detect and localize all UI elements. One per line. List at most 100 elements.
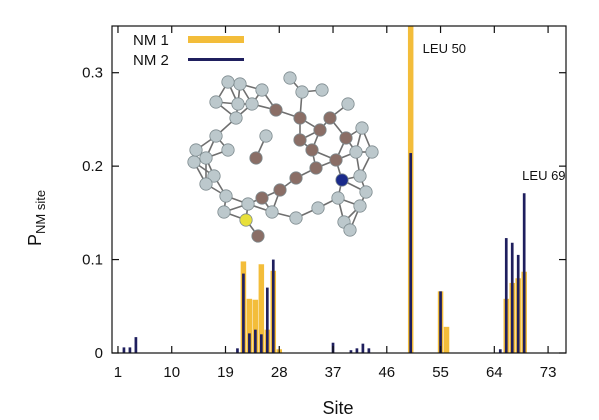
bar-nm2-site-42 <box>361 343 365 353</box>
molecule-atom <box>221 143 235 157</box>
molecule-atom <box>283 71 297 85</box>
molecule-atom <box>331 191 345 205</box>
molecule-atom <box>217 205 231 219</box>
molecule-atom <box>259 129 273 143</box>
bar-nm2-site-67 <box>510 242 514 353</box>
legend-label-nm2: NM 2 <box>133 52 169 69</box>
molecule-atom <box>273 183 287 197</box>
molecule-atom <box>233 77 247 91</box>
molecule-atom <box>255 191 269 205</box>
molecule-atom <box>231 97 245 111</box>
molecule-atom <box>293 133 307 147</box>
y-axis-title: PNM site <box>25 190 48 246</box>
molecule-atom <box>341 97 355 111</box>
x-tick-label-55: 55 <box>432 364 449 381</box>
y-tick-label-0: 0 <box>95 345 103 362</box>
y-tick-label-1: 0.1 <box>82 252 103 269</box>
molecule-atom <box>245 97 259 111</box>
molecule-atom <box>293 111 307 125</box>
molecule-atom <box>255 83 269 97</box>
molecule-atom <box>353 169 367 183</box>
x-tick-label-46: 46 <box>378 364 395 381</box>
bar-nm2-site-41 <box>355 348 359 353</box>
bar-nm2-site-3 <box>128 347 132 353</box>
molecule-atom <box>199 151 213 165</box>
x-tick-label-19: 19 <box>217 364 234 381</box>
bar-nm1-site-23 <box>246 298 253 353</box>
molecule-atom <box>219 189 233 203</box>
molecule-atom <box>199 177 213 191</box>
legend-swatch-nm1 <box>188 36 244 43</box>
x-axis-ticks: 1 10 19 28 37 46 55 64 73 <box>114 26 557 381</box>
legend-label-nm1: NM 1 <box>133 32 169 49</box>
molecule-atom <box>241 197 255 211</box>
svg-text:PNM site: PNM site <box>25 190 48 246</box>
x-tick-label-73: 73 <box>540 364 557 381</box>
plot-frame <box>111 25 567 354</box>
molecule-atom <box>209 95 223 109</box>
x-axis-title: Site <box>322 398 353 418</box>
y-tick-label-2: 0.2 <box>82 158 103 175</box>
legend-swatch-nm2 <box>188 58 244 61</box>
molecule-atom <box>289 171 303 185</box>
bar-nm2-site-40 <box>349 350 353 353</box>
molecule-atom <box>295 85 309 99</box>
bar-nm1-site-56 <box>443 326 450 353</box>
molecule-atom <box>323 111 337 125</box>
molecule-atom <box>365 145 379 159</box>
molecule-atom <box>339 131 353 145</box>
legend: NM 1 NM 2 <box>133 32 244 69</box>
molecule-atom <box>353 199 367 213</box>
y-tick-label-3: 0.3 <box>82 65 103 82</box>
molecule-atom <box>239 213 253 227</box>
bar-nm1-site-24 <box>252 299 259 353</box>
molecule-atom <box>229 111 243 125</box>
bar-nm2-site-22 <box>242 273 245 353</box>
bar-nm2-site-55 <box>439 291 442 353</box>
x-tick-label-28: 28 <box>271 364 288 381</box>
bar-nm2-site-24 <box>254 329 257 353</box>
y-axis-title-main: P <box>25 234 45 246</box>
molecule-inset <box>187 71 379 243</box>
molecule-atom <box>329 153 343 167</box>
x-tick-label-10: 10 <box>163 364 180 381</box>
bar-nm2-site-2 <box>122 347 126 353</box>
annotation-leu50: LEU 50 <box>423 41 466 56</box>
x-tick-label-1: 1 <box>114 364 122 381</box>
molecule-atom <box>189 143 203 157</box>
bar-nm2-site-4 <box>134 337 138 353</box>
bar-nm2-site-21 <box>236 348 239 353</box>
molecule-atom <box>349 145 363 159</box>
molecule-atom <box>221 75 235 89</box>
molecule-atom <box>309 161 323 175</box>
bar-nm2-site-27 <box>271 259 275 353</box>
bar-nm2-site-23 <box>248 333 251 353</box>
molecule-atom <box>305 143 319 157</box>
bar-nm1-site-25 <box>258 264 265 353</box>
molecule-atom <box>251 229 265 243</box>
x-tick-label-37: 37 <box>325 364 342 381</box>
bar-nm2-site-25 <box>259 334 263 353</box>
bar-nm2-site-69 <box>522 193 526 353</box>
bar-nm2-site-68 <box>516 254 520 353</box>
molecule-atom <box>313 123 327 137</box>
y-axis-title-sub: NM site <box>33 190 48 234</box>
molecule-atom <box>249 151 263 165</box>
bar-nm2-site-43 <box>367 348 371 353</box>
molecule-atom <box>311 201 325 215</box>
x-tick-label-64: 64 <box>486 364 503 381</box>
y-axis-ticks: 0 0.1 0.2 0.3 <box>82 65 566 362</box>
molecule-atom <box>207 169 221 183</box>
molecule-atom <box>315 83 329 97</box>
molecule-atom <box>343 223 357 237</box>
molecule-atom <box>269 103 283 117</box>
bar-nm2-site-65 <box>498 349 502 353</box>
bar-nm2-site-66 <box>504 238 508 353</box>
bar-nm2-site-50 <box>409 153 413 353</box>
molecule-atom <box>335 173 349 187</box>
series-nm2-bars <box>122 153 526 353</box>
molecule-atom <box>289 211 303 225</box>
molecule-atom <box>209 129 223 143</box>
annotation-leu69: LEU 69 <box>522 168 565 183</box>
